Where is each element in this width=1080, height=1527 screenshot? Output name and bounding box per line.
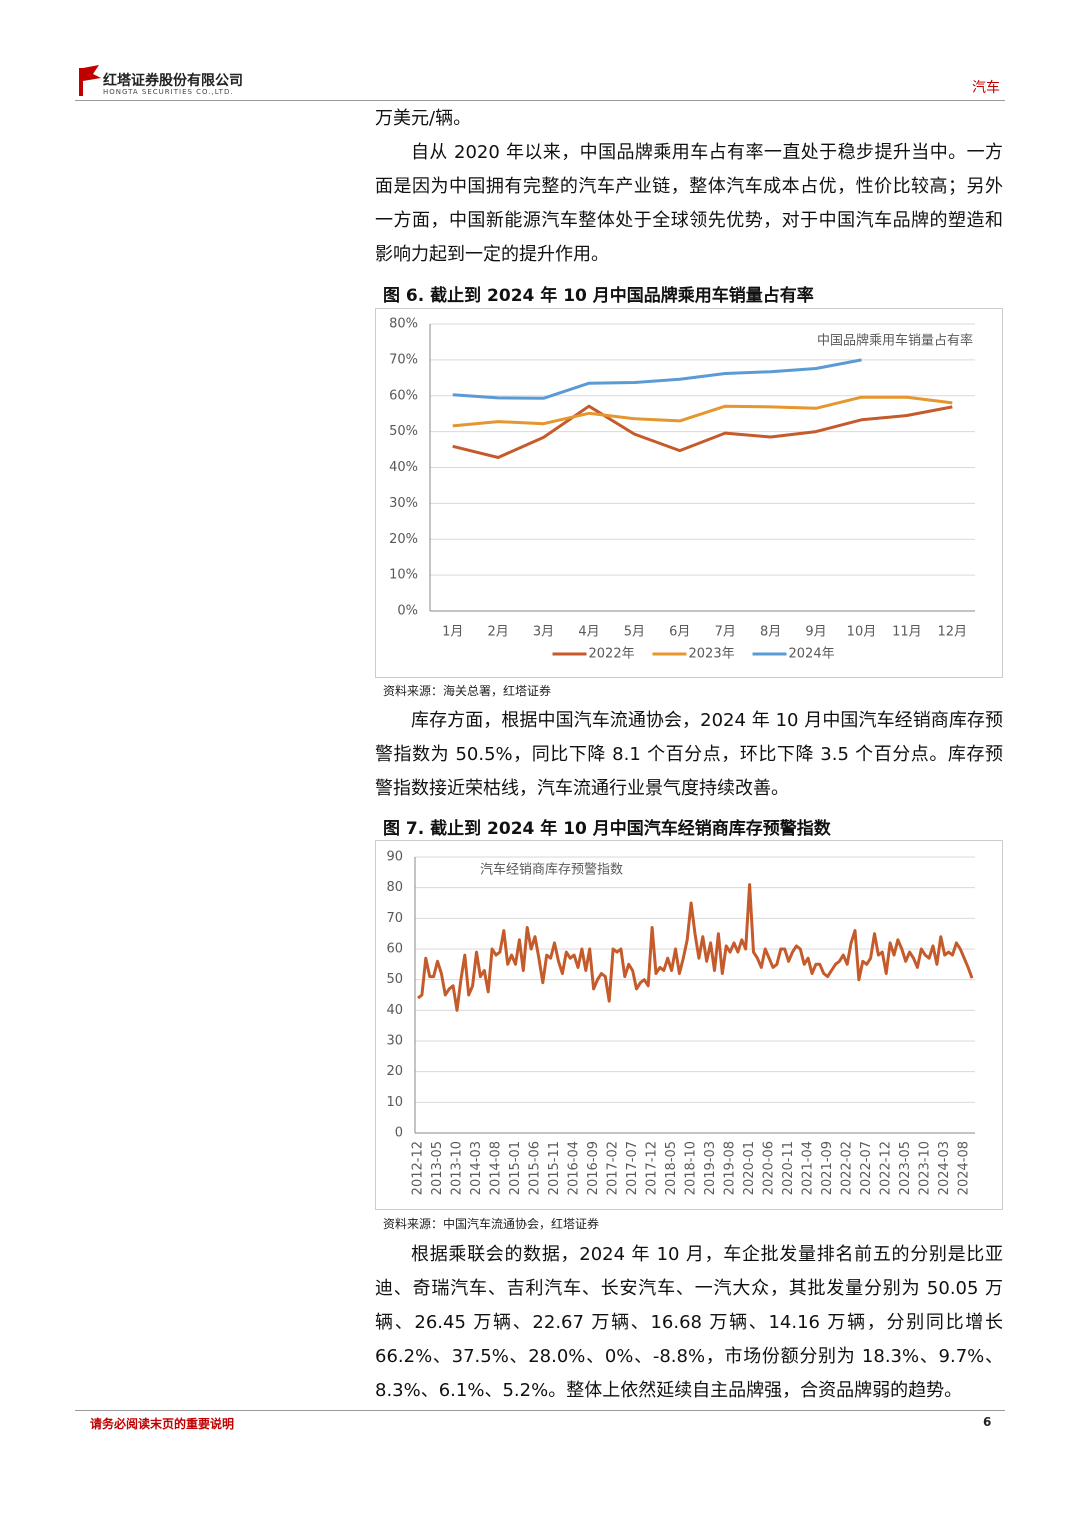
company-en: HONGTA SECURITIES CO.,LTD. bbox=[103, 88, 234, 96]
x-tick-label: 10月 bbox=[847, 625, 877, 640]
x-tick-label: 2015-01 bbox=[508, 1141, 523, 1195]
x-tick-label: 2019-03 bbox=[703, 1141, 718, 1195]
figure-caption: 图 7. 截止到 2024 年 10 月中国汽车经销商库存预警指数 bbox=[383, 819, 831, 839]
header-rule bbox=[75, 100, 1005, 101]
x-tick-label: 2020-06 bbox=[762, 1141, 777, 1195]
figure-source: 资料来源：中国汽车流通协会，红塔证券 bbox=[383, 1217, 600, 1231]
x-tick-label: 2022-12 bbox=[879, 1141, 894, 1195]
footer-note: 请务必阅读末页的重要说明 bbox=[90, 1417, 235, 1431]
x-tick-label: 4月 bbox=[578, 625, 599, 640]
data-line bbox=[452, 395, 953, 428]
x-tick-label: 6月 bbox=[669, 625, 690, 640]
x-tick-label: 2017-07 bbox=[625, 1141, 640, 1195]
x-tick-label: 2017-02 bbox=[606, 1141, 621, 1195]
x-tick-label: 2014-08 bbox=[489, 1141, 504, 1195]
footer-rule bbox=[75, 1410, 1005, 1411]
y-tick-label: 30% bbox=[389, 496, 418, 511]
x-tick-label: 2015-11 bbox=[547, 1141, 562, 1195]
x-tick-label: 5月 bbox=[624, 625, 645, 640]
legend-label: 2023年 bbox=[689, 647, 735, 662]
y-tick-label: 60% bbox=[389, 388, 418, 403]
chart: 0 10 20 30 40 50 60 70 80 90 2012-12 2013-05 2013-10… bbox=[386, 850, 975, 1195]
x-tick-label: 2020-11 bbox=[781, 1141, 796, 1195]
chart-frame bbox=[375, 308, 1003, 678]
y-tick-label: 60 bbox=[386, 942, 403, 957]
logo bbox=[79, 65, 101, 96]
y-tick-label: 10% bbox=[389, 568, 418, 583]
y-tick-label: 40 bbox=[386, 1003, 403, 1018]
y-tick-label: 40% bbox=[389, 460, 418, 475]
x-tick-label: 2015-06 bbox=[528, 1141, 543, 1195]
company: 红塔证券股份有限公司 bbox=[103, 73, 243, 89]
x-tick-label: 2019-08 bbox=[723, 1141, 738, 1195]
x-tick-label: 2022-02 bbox=[840, 1141, 855, 1195]
x-tick-label: 2023-05 bbox=[898, 1141, 913, 1195]
paragraph: 根据乘联会的数据，2024 年 10 月，车企批发量排名前五的分别是比亚迪、奇瑞… bbox=[375, 1244, 1003, 1401]
x-tick-label: 3月 bbox=[533, 625, 554, 640]
x-tick-label: 2月 bbox=[487, 625, 508, 640]
y-tick-label: 20% bbox=[389, 532, 418, 547]
data-line bbox=[452, 404, 953, 459]
x-tick-label: 11月 bbox=[892, 625, 922, 640]
x-tick-label: 2020-01 bbox=[742, 1141, 757, 1195]
y-tick-label: 70 bbox=[386, 911, 403, 926]
x-tick-label: 2013-10 bbox=[450, 1141, 465, 1195]
data-line bbox=[417, 883, 974, 1012]
paragraph: 自从 2020 年以来，中国品牌乘用车占有率一直处于稳步提升当中。一方面是因为中… bbox=[375, 142, 1003, 265]
annotation: 中国品牌乘用车销量占有率 bbox=[817, 333, 973, 349]
y-tick-label: 10 bbox=[386, 1095, 403, 1110]
y-tick-label: 80% bbox=[389, 317, 418, 332]
x-tick-label: 2021-09 bbox=[820, 1141, 835, 1195]
y-tick-label: 0% bbox=[397, 604, 418, 619]
x-tick-label: 8月 bbox=[760, 625, 781, 640]
data-line bbox=[452, 358, 862, 400]
x-tick-label: 12月 bbox=[938, 625, 968, 640]
x-tick-label: 2018-05 bbox=[664, 1141, 679, 1195]
figure-source: 资料来源：海关总署，红塔证券 bbox=[383, 684, 552, 698]
annotation: 汽车经销商库存预警指数 bbox=[480, 862, 623, 878]
x-tick-label: 2023-10 bbox=[918, 1141, 933, 1195]
x-tick-label: 2013-05 bbox=[430, 1141, 445, 1195]
sector: 汽车 bbox=[972, 80, 1000, 96]
y-tick-label: 90 bbox=[386, 850, 403, 865]
paragraph: 万美元/辆。 bbox=[375, 108, 472, 129]
y-tick-label: 70% bbox=[389, 352, 418, 367]
x-tick-label: 1月 bbox=[442, 625, 463, 640]
x-tick-label: 2016-04 bbox=[567, 1141, 582, 1195]
figure-caption: 图 6. 截止到 2024 年 10 月中国品牌乘用车销量占有率 bbox=[383, 286, 814, 306]
y-tick-label: 0 bbox=[395, 1126, 403, 1141]
x-tick-label: 2012-12 bbox=[411, 1141, 426, 1195]
y-tick-label: 30 bbox=[386, 1034, 403, 1049]
chart: 0% 10% 20% 30% 40% 50% 60% 70% 80% 1月 2月 3月 4月 5月 6月 7月… bbox=[389, 317, 975, 662]
y-tick-label: 50 bbox=[386, 972, 403, 987]
x-tick-label: 2021-04 bbox=[801, 1141, 816, 1195]
x-tick-label: 2017-12 bbox=[645, 1141, 660, 1195]
x-tick-label: 2024-03 bbox=[937, 1141, 952, 1195]
x-tick-label: 2022-07 bbox=[859, 1141, 874, 1195]
y-tick-label: 20 bbox=[386, 1064, 403, 1079]
x-tick-label: 2014-03 bbox=[469, 1141, 484, 1195]
legend-label: 2024年 bbox=[789, 647, 835, 662]
y-tick-label: 50% bbox=[389, 424, 418, 439]
paragraph: 库存方面，根据中国汽车流通协会，2024 年 10 月中国汽车经销商库存预警指数… bbox=[375, 710, 1003, 799]
x-tick-label: 7月 bbox=[715, 625, 736, 640]
x-tick-label: 2024-08 bbox=[957, 1141, 972, 1195]
x-tick-label: 2018-10 bbox=[684, 1141, 699, 1195]
chart-frame bbox=[375, 840, 1003, 1210]
page-number: 6 bbox=[983, 1415, 992, 1429]
x-tick-label: 2016-09 bbox=[586, 1141, 601, 1195]
legend-label: 2022年 bbox=[589, 647, 635, 662]
x-tick-label: 9月 bbox=[805, 625, 826, 640]
y-tick-label: 80 bbox=[386, 880, 403, 895]
